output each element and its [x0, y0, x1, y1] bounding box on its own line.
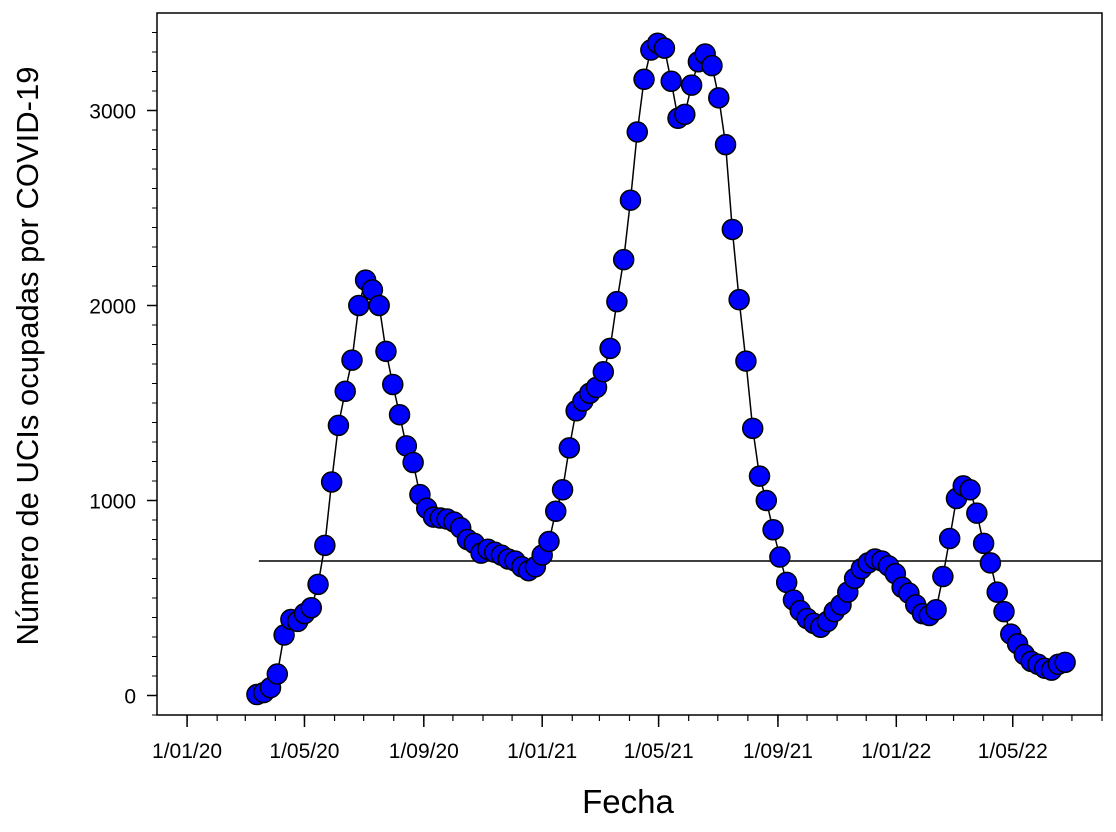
data-point — [368, 294, 390, 317]
x-tick-label: 1/01/22 — [861, 740, 931, 763]
data-point — [551, 479, 574, 501]
data-point — [334, 380, 356, 403]
data-point — [972, 532, 995, 555]
data-point — [986, 581, 1008, 603]
data-point — [653, 37, 676, 59]
data-point — [300, 597, 323, 619]
data-point — [307, 573, 329, 596]
data-point — [762, 519, 784, 541]
data-point — [728, 288, 750, 311]
data-point — [708, 87, 730, 109]
data-point — [626, 121, 649, 143]
data-point — [633, 68, 655, 91]
data-point — [592, 361, 615, 383]
data-point — [266, 663, 289, 685]
data-point — [993, 600, 1015, 623]
data-point — [735, 350, 757, 372]
data-point — [314, 534, 336, 557]
data-point — [348, 294, 370, 317]
data-point — [714, 133, 737, 156]
x-axis-ticks: 1/01/20 1/05/20 1/09/20 1/01/21 1/05/21 1/09/… — [152, 715, 1103, 763]
data-point — [1054, 651, 1076, 674]
y-axis-title: Número de UCIs ocupadas por COVID-19 — [10, 67, 45, 646]
data-point — [932, 565, 954, 588]
data-point — [612, 248, 635, 271]
x-tick-label: 1/05/22 — [978, 740, 1048, 763]
x-tick-label: 1/09/21 — [743, 740, 813, 763]
x-tick-label: 1/01/20 — [152, 740, 222, 763]
y-axis-ticks: 0 1000 2000 3000 — [89, 32, 157, 716]
data-point — [674, 103, 696, 126]
data-points — [246, 32, 1076, 706]
data-point — [545, 500, 567, 522]
data-point — [966, 502, 988, 524]
data-point — [402, 451, 424, 474]
data-point — [721, 218, 744, 241]
data-point — [741, 417, 764, 440]
data-point — [375, 340, 397, 363]
data-point — [925, 598, 947, 621]
data-point — [769, 546, 791, 568]
data-point — [748, 465, 771, 487]
data-point — [558, 437, 581, 459]
data-point — [341, 349, 363, 371]
x-axis-title: Fecha — [582, 783, 674, 820]
data-point — [938, 527, 961, 550]
data-point — [382, 373, 404, 396]
y-tick-label: 2000 — [89, 296, 136, 319]
data-point — [701, 54, 723, 77]
y-tick-label: 3000 — [89, 101, 136, 124]
x-tick-label: 1/05/21 — [624, 740, 694, 763]
x-tick-label: 1/09/20 — [389, 740, 459, 763]
data-point — [619, 189, 642, 211]
data-point — [606, 290, 628, 313]
data-point — [320, 471, 343, 493]
data-point — [755, 489, 778, 512]
x-tick-label: 1/05/20 — [269, 740, 339, 763]
y-tick-label: 0 — [124, 686, 136, 709]
data-point — [979, 552, 1002, 574]
data-point — [680, 74, 703, 96]
data-point — [388, 403, 411, 426]
data-point — [959, 479, 981, 501]
data-point — [327, 414, 350, 437]
data-point — [538, 530, 560, 553]
x-tick-label: 1/01/21 — [507, 740, 577, 763]
data-point — [660, 70, 682, 92]
y-tick-label: 1000 — [89, 491, 136, 514]
data-point — [599, 337, 621, 360]
